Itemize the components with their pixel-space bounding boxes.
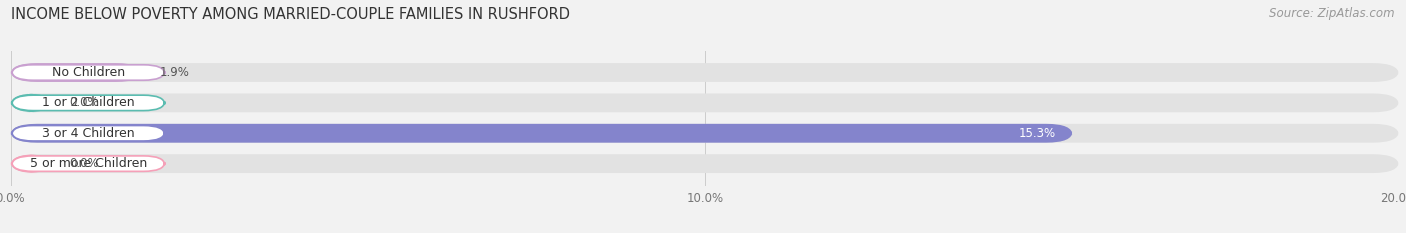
FancyBboxPatch shape: [11, 126, 165, 141]
FancyBboxPatch shape: [10, 93, 52, 112]
FancyBboxPatch shape: [10, 124, 1399, 143]
Text: 0.0%: 0.0%: [69, 157, 100, 170]
FancyBboxPatch shape: [10, 93, 1399, 112]
Text: 1.9%: 1.9%: [160, 66, 190, 79]
FancyBboxPatch shape: [11, 65, 165, 80]
Text: Source: ZipAtlas.com: Source: ZipAtlas.com: [1270, 7, 1395, 20]
Text: 0.0%: 0.0%: [69, 96, 100, 109]
FancyBboxPatch shape: [10, 154, 1399, 173]
Text: 5 or more Children: 5 or more Children: [30, 157, 146, 170]
FancyBboxPatch shape: [10, 154, 52, 173]
Text: INCOME BELOW POVERTY AMONG MARRIED-COUPLE FAMILIES IN RUSHFORD: INCOME BELOW POVERTY AMONG MARRIED-COUPL…: [11, 7, 571, 22]
FancyBboxPatch shape: [10, 124, 1073, 143]
FancyBboxPatch shape: [10, 63, 1399, 82]
FancyBboxPatch shape: [11, 95, 165, 111]
Text: 1 or 2 Children: 1 or 2 Children: [42, 96, 135, 109]
Text: 3 or 4 Children: 3 or 4 Children: [42, 127, 135, 140]
FancyBboxPatch shape: [11, 156, 165, 171]
FancyBboxPatch shape: [10, 63, 142, 82]
Text: 15.3%: 15.3%: [1018, 127, 1056, 140]
Text: No Children: No Children: [52, 66, 125, 79]
